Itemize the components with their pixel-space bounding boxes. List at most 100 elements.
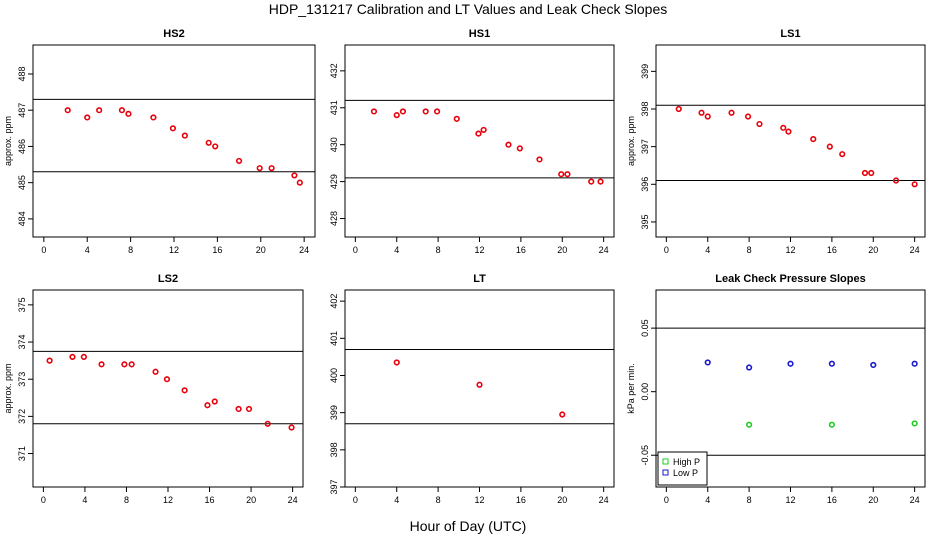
y-tick-label: 428 xyxy=(329,211,339,226)
x-tick-label: 0 xyxy=(41,245,46,255)
x-tick-label: 16 xyxy=(212,245,222,255)
x-tick-label: 20 xyxy=(557,495,567,505)
data-point xyxy=(787,360,794,367)
y-tick-label: 373 xyxy=(17,372,27,387)
panel-title: LS2 xyxy=(158,273,178,285)
data-point xyxy=(268,165,275,172)
y-tick-label: -0.05 xyxy=(640,445,650,466)
y-axis-label: approx. ppm xyxy=(626,116,636,166)
data-point xyxy=(892,177,900,184)
data-point xyxy=(911,360,918,367)
y-tick-label: 371 xyxy=(17,446,27,461)
y-tick-label: 399 xyxy=(329,405,339,420)
x-tick-label: 12 xyxy=(474,245,484,255)
x-tick-label: 24 xyxy=(599,245,609,255)
y-tick-label: 484 xyxy=(17,211,27,226)
x-tick-label: 0 xyxy=(353,245,358,255)
x-tick-label: 20 xyxy=(868,245,878,255)
panel-title: LT xyxy=(473,273,486,285)
x-tick-label: 4 xyxy=(705,245,710,255)
plot-frame xyxy=(344,44,615,238)
data-point xyxy=(756,120,763,128)
data-point xyxy=(433,108,441,115)
data-point xyxy=(370,108,378,115)
data-point xyxy=(150,114,157,121)
data-point xyxy=(480,126,487,134)
y-tick-label: 400 xyxy=(329,368,339,383)
figure-title: HDP_131217 Calibration and LT Values and… xyxy=(268,1,668,17)
chart-panel-3: LS2 0 4 8 12 16 20 24 371 372 373 374 375 approx. ppm xyxy=(3,273,304,505)
data-point xyxy=(704,359,711,366)
x-tick-label: 16 xyxy=(516,245,526,255)
panel-title: LS1 xyxy=(780,28,800,40)
y-axis-label: approx. ppm xyxy=(3,363,13,413)
y-tick-label: 486 xyxy=(17,139,27,154)
data-point xyxy=(152,368,159,375)
y-tick-label: 429 xyxy=(329,174,339,189)
x-tick-label: 4 xyxy=(85,245,90,255)
data-point xyxy=(296,179,303,186)
y-tick-label: 375 xyxy=(17,297,27,312)
data-point xyxy=(121,361,128,368)
x-tick-label: 8 xyxy=(747,245,752,255)
data-point xyxy=(169,125,177,132)
data-point xyxy=(235,157,243,165)
y-tick-label: 0.00 xyxy=(640,383,650,401)
data-point xyxy=(422,108,429,115)
y-tick-label: 402 xyxy=(329,294,339,309)
x-tick-label: 8 xyxy=(436,495,441,505)
chart-panel-0: HS2 0 4 8 12 16 20 24 484 485 486 487 488 approx. ppm xyxy=(3,28,316,255)
x-tick-label: 8 xyxy=(747,495,752,505)
data-point xyxy=(780,124,787,131)
data-point xyxy=(288,424,295,431)
data-point xyxy=(118,107,126,114)
x-tick-label: 24 xyxy=(599,495,609,505)
plot-frame xyxy=(32,44,316,238)
data-point xyxy=(163,376,171,383)
x-tick-label: 12 xyxy=(169,245,179,255)
x-tick-label: 4 xyxy=(705,495,710,505)
x-tick-label: 8 xyxy=(128,245,133,255)
data-point xyxy=(211,398,218,405)
data-point xyxy=(96,107,103,114)
plot-frame xyxy=(32,289,304,488)
data-point xyxy=(245,405,253,413)
y-tick-label: 398 xyxy=(329,442,339,457)
data-point xyxy=(128,361,135,368)
data-point xyxy=(69,353,76,361)
x-tick-label: 20 xyxy=(557,245,567,255)
data-point xyxy=(597,178,604,185)
x-tick-label: 24 xyxy=(910,245,920,255)
legend-marker xyxy=(662,469,669,476)
data-point xyxy=(205,139,212,146)
data-point xyxy=(698,109,705,116)
data-point xyxy=(64,107,71,114)
x-tick-label: 16 xyxy=(827,245,837,255)
y-axis-label: approx. ppm xyxy=(3,116,13,166)
y-tick-label: 0.05 xyxy=(640,319,650,337)
y-tick-label: 488 xyxy=(17,66,27,81)
y-tick-label: 372 xyxy=(17,409,27,424)
data-point xyxy=(564,171,571,178)
x-tick-label: 20 xyxy=(256,245,266,255)
data-point xyxy=(476,381,483,388)
y-tick-label: 432 xyxy=(329,63,339,78)
x-tick-label: 16 xyxy=(516,495,526,505)
data-point xyxy=(453,115,460,122)
data-point xyxy=(46,357,53,364)
legend-label: High P xyxy=(673,457,700,467)
data-point xyxy=(704,113,711,120)
x-tick-label: 4 xyxy=(394,245,399,255)
plot-frame xyxy=(344,289,615,488)
data-point xyxy=(785,128,792,135)
x-tick-label: 0 xyxy=(664,495,669,505)
legend-marker xyxy=(662,458,669,465)
x-tick-label: 4 xyxy=(394,495,399,505)
x-tick-label: 20 xyxy=(246,495,256,505)
y-tick-label: 374 xyxy=(17,335,27,350)
data-point xyxy=(810,136,817,143)
x-tick-label: 20 xyxy=(868,495,878,505)
x-tick-label: 8 xyxy=(436,245,441,255)
data-point xyxy=(98,361,105,368)
x-tick-label: 24 xyxy=(910,495,920,505)
